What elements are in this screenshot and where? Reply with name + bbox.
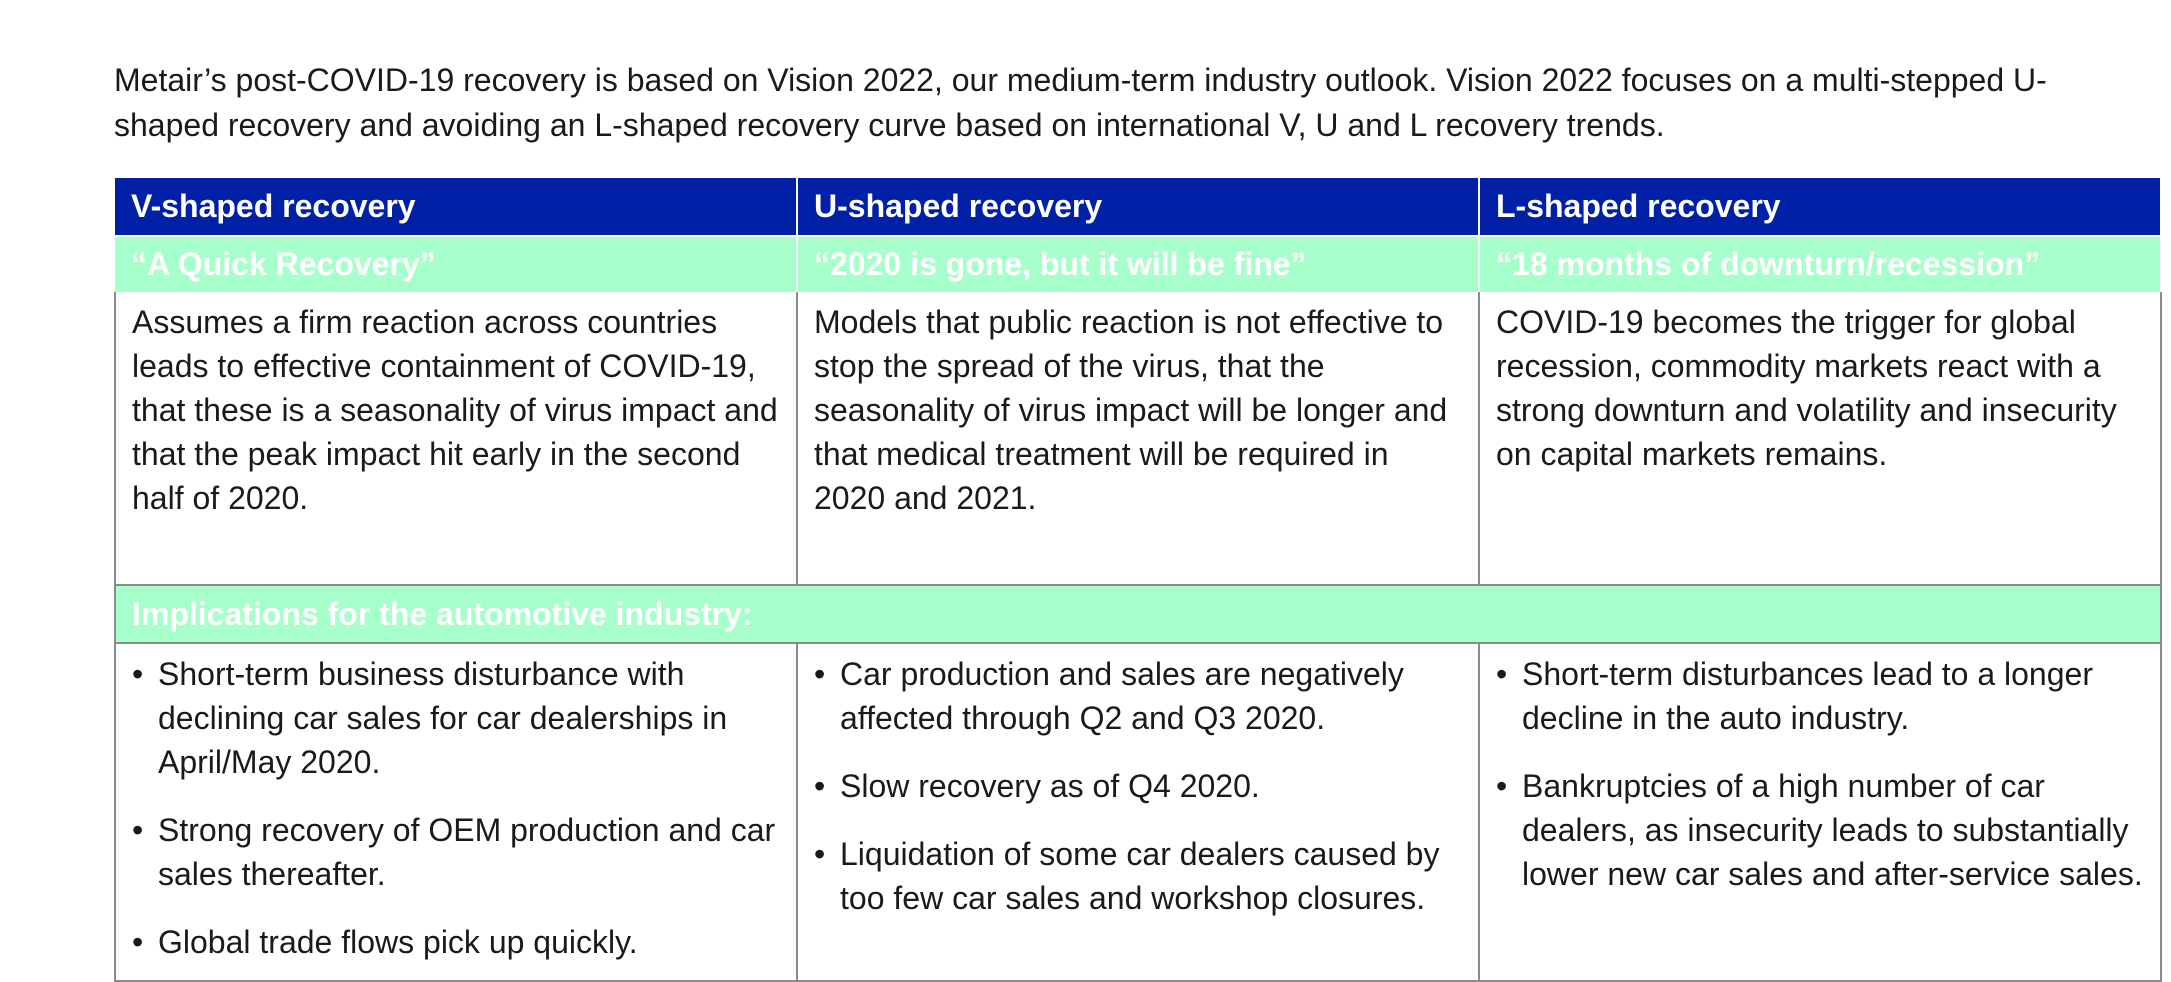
v-shaped-description: Assumes a firm reaction across countries… (114, 292, 798, 586)
v-shaped-title: V-shaped recovery (115, 178, 798, 237)
l-shaped-description: COVID-19 becomes the trigger for global … (1478, 292, 2162, 586)
implication-item: Bankruptcies of a high number of car dea… (1496, 764, 2144, 896)
v-shaped-implications: Short-term business disturbance with dec… (114, 642, 798, 982)
intro-paragraph: Metair’s post-COVID-19 recovery is based… (114, 62, 2047, 143)
implication-item: Short-term business disturbance with dec… (132, 652, 780, 784)
scenario-description-row: Assumes a firm reaction across countries… (114, 292, 2162, 586)
scenario-title-row: V-shaped recovery U-shaped recovery L-sh… (115, 178, 2162, 237)
v-shaped-implication-list: Short-term business disturbance with dec… (132, 652, 780, 964)
u-shaped-tagline: “2020 is gone, but it will be fine” (797, 236, 1480, 292)
implications-heading: Implications for the automotive industry… (114, 585, 2162, 643)
u-shaped-description: Models that public reaction is not effec… (796, 292, 1480, 586)
l-shaped-tagline: “18 months of downturn/recession” (1479, 236, 2162, 292)
implications-row: Short-term business disturbance with dec… (114, 642, 2162, 982)
l-shaped-title: L-shaped recovery (1479, 178, 2162, 237)
implication-item: Slow recovery as of Q4 2020. (814, 764, 1462, 808)
implications-heading-row: Implications for the automotive industry… (114, 585, 2162, 643)
implication-item: Car production and sales are negatively … (814, 652, 1462, 740)
u-shaped-title: U-shaped recovery (797, 178, 1480, 237)
implication-item: Liquidation of some car dealers caused b… (814, 832, 1462, 920)
l-shaped-implications: Short-term disturbances lead to a longer… (1478, 642, 2162, 982)
u-shaped-implication-list: Car production and sales are negatively … (814, 652, 1462, 920)
v-shaped-tagline: “A Quick Recovery” (115, 236, 798, 292)
scenario-tagline-row: “A Quick Recovery” “2020 is gone, but it… (115, 236, 2162, 292)
implication-item: Strong recovery of OEM production and ca… (132, 808, 780, 896)
implication-item: Short-term disturbances lead to a longer… (1496, 652, 2144, 740)
recovery-scenarios-table: V-shaped recovery U-shaped recovery L-sh… (114, 178, 2162, 982)
l-shaped-implication-list: Short-term disturbances lead to a longer… (1496, 652, 2144, 896)
u-shaped-implications: Car production and sales are negatively … (796, 642, 1480, 982)
